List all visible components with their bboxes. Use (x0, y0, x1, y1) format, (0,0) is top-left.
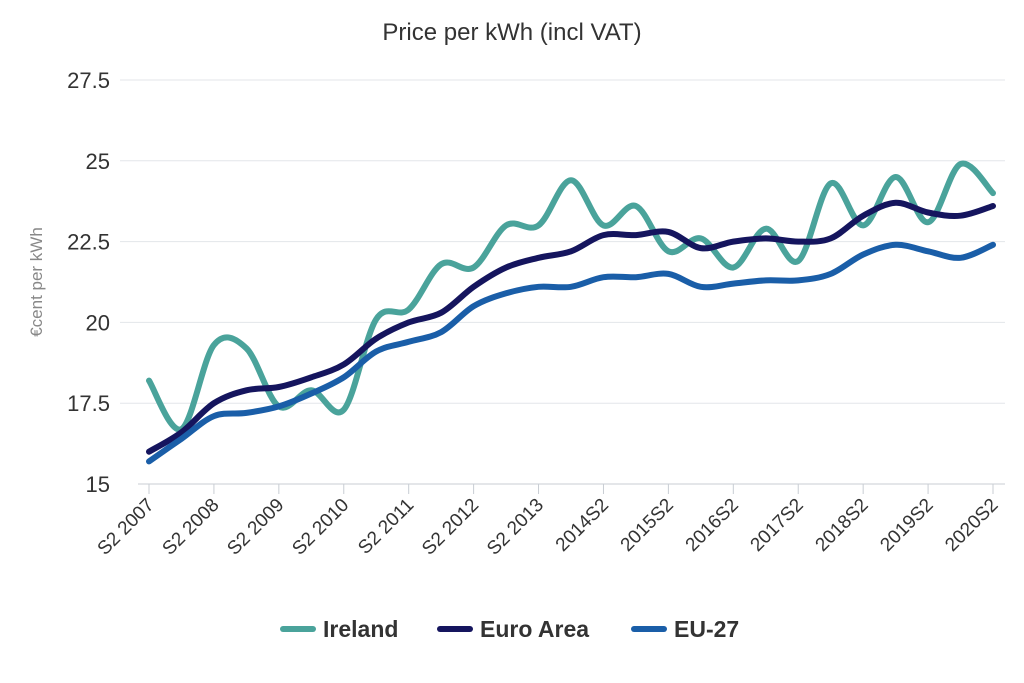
y-axis-ticks: 15 17.5 20 22.5 25 27.5 (67, 68, 110, 497)
gridlines (120, 79, 1005, 485)
legend: Ireland Euro Area EU-27 (280, 616, 739, 642)
x-tick-label: S2 2012 (418, 495, 483, 560)
y-tick-label: 17.5 (67, 391, 110, 416)
legend-label-euro-area: Euro Area (480, 616, 589, 642)
y-axis-label: €cent per kWh (27, 227, 46, 337)
x-tick-label: 2017S2 (747, 495, 808, 556)
x-tick-label: 2020S2 (941, 495, 1002, 556)
x-tick-label: S2 2011 (354, 495, 418, 559)
series-line-euro-area (146, 199, 996, 455)
legend-label-eu-27: EU-27 (674, 616, 739, 642)
x-tick-label: S2 2007 (94, 495, 159, 560)
x-tick-label: 2016S2 (682, 495, 743, 556)
y-tick-label: 15 (86, 472, 110, 497)
x-tick-label: S2 2009 (223, 495, 288, 560)
x-tick-label: 2014S2 (552, 495, 613, 556)
y-tick-label: 20 (86, 310, 110, 335)
x-tick-label: 2019S2 (876, 495, 937, 556)
x-tick-label: S2 2008 (159, 495, 224, 560)
x-tick-label: 2018S2 (812, 495, 873, 556)
series-lines (146, 160, 996, 465)
x-tick-label: 2015S2 (617, 495, 678, 556)
chart-title: Price per kWh (incl VAT) (382, 19, 641, 46)
x-tick-label: S2 2013 (483, 495, 548, 560)
x-axis-ticks: S2 2007 S2 2008 S2 2009 S2 2010 S2 2011 S2 20… (94, 484, 1003, 560)
legend-label-ireland: Ireland (323, 616, 398, 642)
y-tick-label: 27.5 (67, 68, 110, 93)
y-tick-label: 25 (86, 149, 110, 174)
series-line-eu-27 (146, 241, 996, 465)
y-tick-label: 22.5 (67, 230, 110, 255)
x-tick-label: S2 2010 (288, 495, 353, 560)
